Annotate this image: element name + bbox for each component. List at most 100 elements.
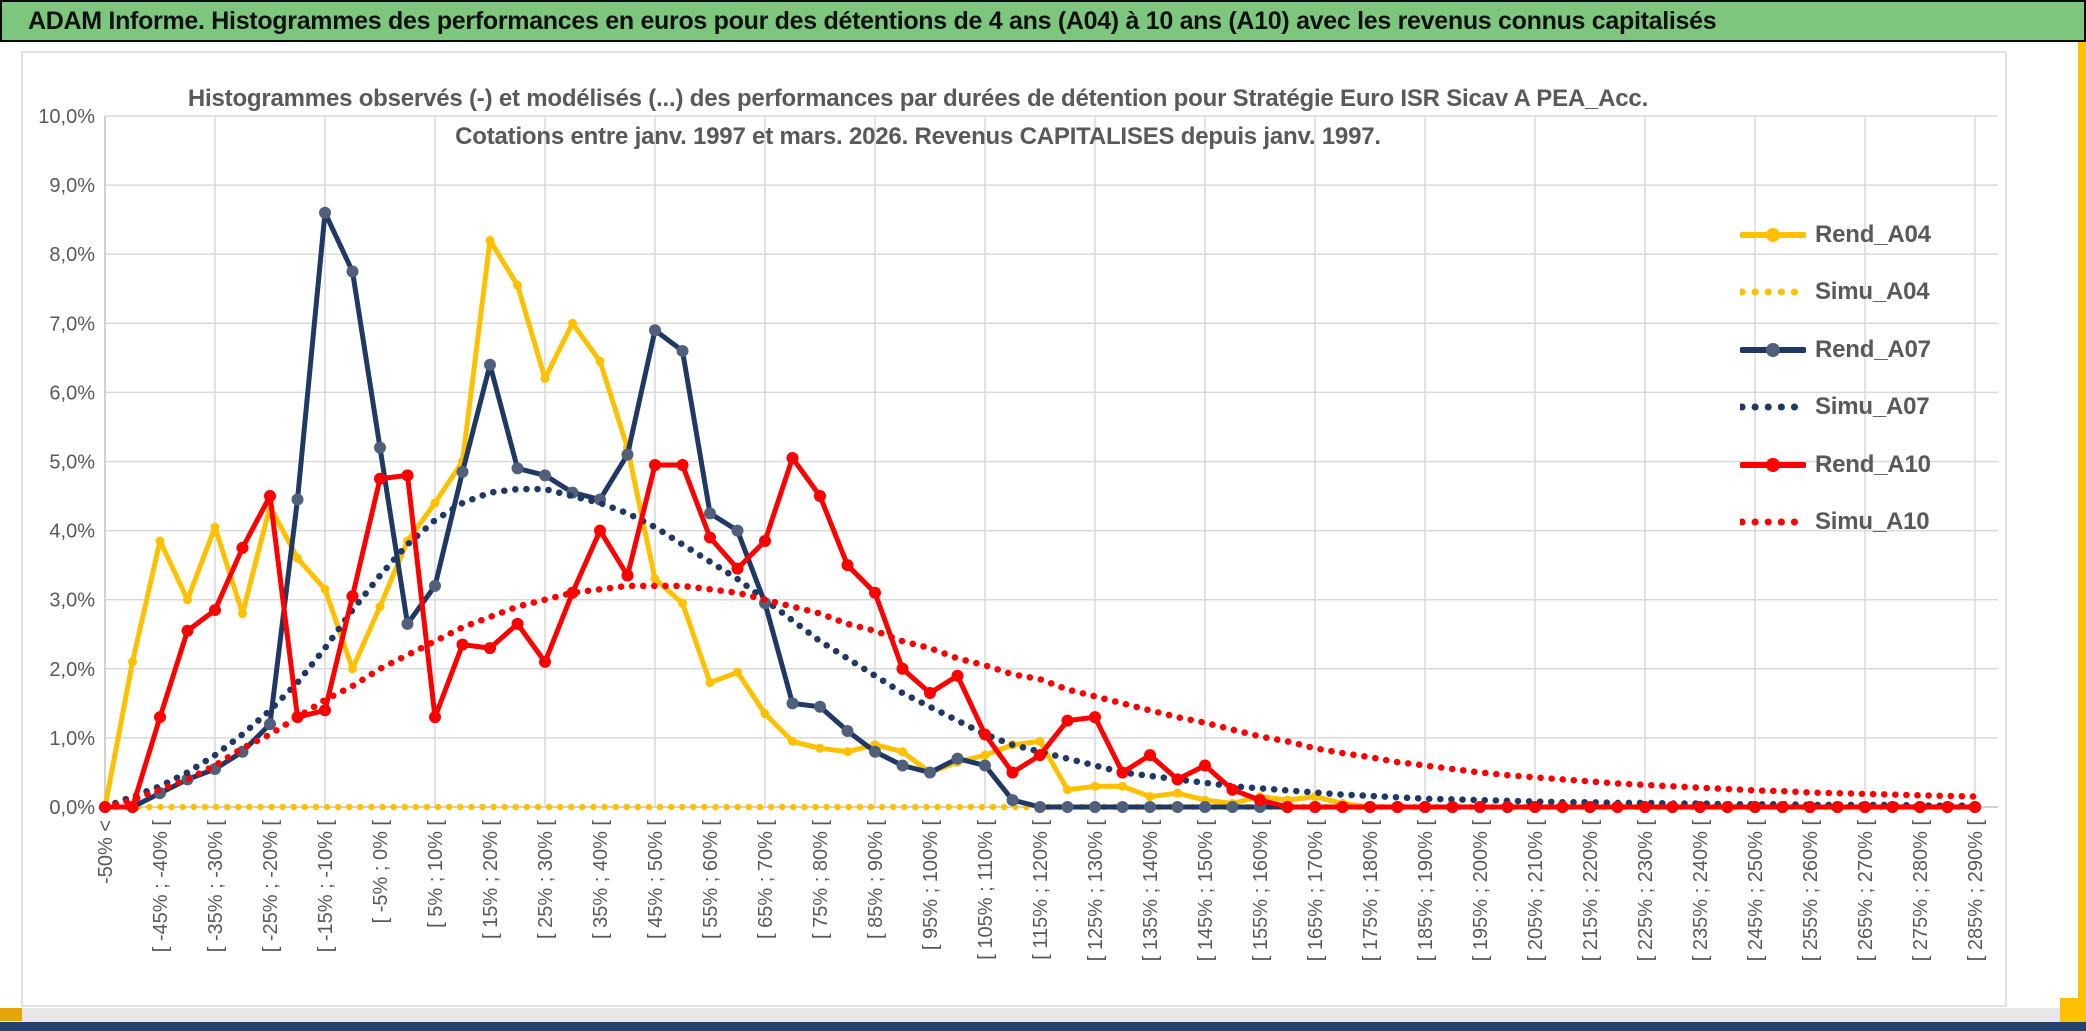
marker-rend_a04 (595, 356, 605, 366)
x-axis-tick-label: [ 45% ; 50% [ (645, 820, 667, 939)
bottom-navy-bar (0, 1022, 2086, 1031)
marker-rend_a10 (594, 524, 606, 537)
marker-rend_a10 (1034, 749, 1046, 762)
chart-title-line1: Histogrammes observés (-) et modélisés (… (187, 85, 1649, 112)
marker-rend_a10 (676, 458, 689, 471)
y-axis-tick-label: 5,0% (49, 452, 95, 474)
marker-rend_a04 (1090, 781, 1100, 791)
x-axis-tick-label: [ -35% ; -30% [ (205, 820, 227, 953)
chart-title-line2: Cotations entre janv. 1997 et mars. 2026… (455, 123, 1381, 150)
marker-rend_a07 (264, 718, 276, 731)
marker-rend_a07 (401, 617, 414, 630)
x-axis-tick-label: [ 275% ; 280% [ (1910, 820, 1932, 962)
x-axis-tick-label: [ 225% ; 230% [ (1635, 820, 1657, 962)
marker-rend_a04 (238, 609, 247, 619)
x-axis-tick-label: [ 135% ; 140% [ (1140, 820, 1162, 962)
chart-legend: Rend_A04 Simu_A04 Rend_A07 Simu_A07 Rend_A10… (1740, 206, 1931, 551)
marker-rend_a04 (1145, 792, 1155, 802)
legend-marker-solid-icon (1740, 457, 1806, 472)
series-rend_a04 (102, 237, 1978, 810)
marker-rend_a04 (128, 657, 137, 667)
marker-rend_a04 (705, 678, 715, 688)
y-axis-tick-label: 3,0% (49, 590, 95, 612)
gold-corner-left (0, 1008, 22, 1021)
legend-label: Simu_A04 (1815, 278, 1930, 306)
x-axis-tick-label: [ 25% ; 30% [ (535, 820, 557, 939)
marker-rend_a10 (374, 472, 386, 485)
marker-rend_a10 (1144, 749, 1156, 762)
marker-rend_a10 (1199, 759, 1211, 772)
marker-rend_a04 (375, 602, 385, 612)
x-axis-tick-label: [ 35% ; 40% [ (590, 820, 612, 939)
y-axis-tick-label: 6,0% (49, 382, 95, 404)
marker-rend_a04 (1063, 785, 1072, 795)
legend-label: Rend_A10 (1815, 450, 1931, 478)
marker-rend_a10 (841, 559, 854, 572)
marker-rend_a10 (1639, 801, 1651, 813)
marker-rend_a10 (649, 458, 661, 471)
marker-rend_a04 (210, 522, 220, 532)
marker-rend_a10 (319, 704, 331, 717)
y-axis-tick-label: 8,0% (49, 244, 95, 266)
marker-rend_a10 (264, 490, 276, 503)
x-axis-tick-label: [ 195% ; 200% [ (1470, 820, 1492, 962)
marker-rend_a10 (1776, 801, 1789, 813)
marker-rend_a07 (814, 700, 826, 713)
marker-rend_a04 (815, 743, 825, 753)
marker-rend_a10 (484, 642, 496, 655)
x-axis-tick-label: [ 255% ; 260% [ (1800, 820, 1822, 962)
x-axis-tick-label: [ 125% ; 130% [ (1085, 820, 1107, 962)
marker-rend_a04 (1035, 736, 1045, 746)
marker-rend_a07 (731, 524, 744, 537)
marker-rend_a07 (951, 752, 964, 765)
marker-rend_a07 (869, 745, 881, 758)
page-title: ADAM Informe. Histogrammes des performan… (28, 6, 1717, 35)
marker-rend_a07 (1034, 801, 1046, 813)
marker-rend_a04 (843, 747, 852, 757)
marker-rend_a10 (1171, 773, 1184, 786)
marker-rend_a10 (731, 562, 744, 575)
legend-item-rend_a04: Rend_A04 (1740, 206, 1931, 264)
x-axis-tick-label: [ 285% ; 290% [ (1965, 820, 1987, 962)
marker-rend_a10 (181, 624, 194, 637)
marker-rend_a10 (1116, 766, 1129, 779)
series-rend_a07 (102, 210, 1978, 810)
marker-rend_a10 (1006, 766, 1019, 779)
marker-rend_a10 (924, 686, 936, 699)
bottom-gray-strip (0, 1008, 2086, 1022)
x-axis-tick-label: [ 245% ; 250% [ (1745, 820, 1767, 962)
marker-rend_a07 (291, 493, 304, 506)
legend-item-simu_a04: Simu_A04 (1740, 264, 1931, 322)
marker-rend_a10 (401, 469, 414, 482)
legend-label: Simu_A10 (1815, 508, 1930, 536)
x-axis-tick-label: [ 105% ; 110% [ (975, 820, 997, 960)
marker-rend_a04 (1173, 788, 1182, 798)
marker-rend_a10 (1804, 801, 1816, 813)
x-axis-tick-label: [ 115% ; 120% [ (1030, 820, 1052, 960)
marker-rend_a07 (1116, 801, 1129, 813)
marker-rend_a10 (979, 728, 991, 741)
x-axis-tick-label: [ 185% ; 190% [ (1415, 820, 1437, 962)
marker-rend_a10 (1584, 801, 1596, 813)
marker-rend_a07 (1226, 801, 1239, 813)
x-axis-tick-label: [ 265% ; 270% [ (1855, 820, 1877, 962)
marker-rend_a04 (320, 584, 330, 594)
marker-rend_a10 (1281, 801, 1294, 813)
chart-frame (21, 51, 2007, 1007)
marker-rend_a10 (869, 586, 881, 599)
marker-rend_a07 (704, 507, 716, 520)
marker-rend_a10 (1749, 801, 1761, 813)
y-axis-tick-label: 7,0% (49, 313, 95, 335)
y-axis-tick-label: 2,0% (49, 659, 95, 681)
marker-rend_a10 (1886, 801, 1899, 813)
marker-rend_a10 (1254, 794, 1266, 807)
marker-rend_a07 (621, 448, 634, 461)
marker-rend_a07 (649, 324, 661, 337)
x-axis-tick-label: [ 75% ; 80% [ (810, 820, 832, 939)
legend-marker-dotted-icon (1740, 518, 1806, 526)
marker-rend_a04 (568, 318, 577, 328)
marker-rend_a10 (209, 604, 221, 617)
marker-rend_a10 (1089, 711, 1101, 724)
x-axis-tick-label: [ -5% ; 0% [ (370, 820, 392, 924)
